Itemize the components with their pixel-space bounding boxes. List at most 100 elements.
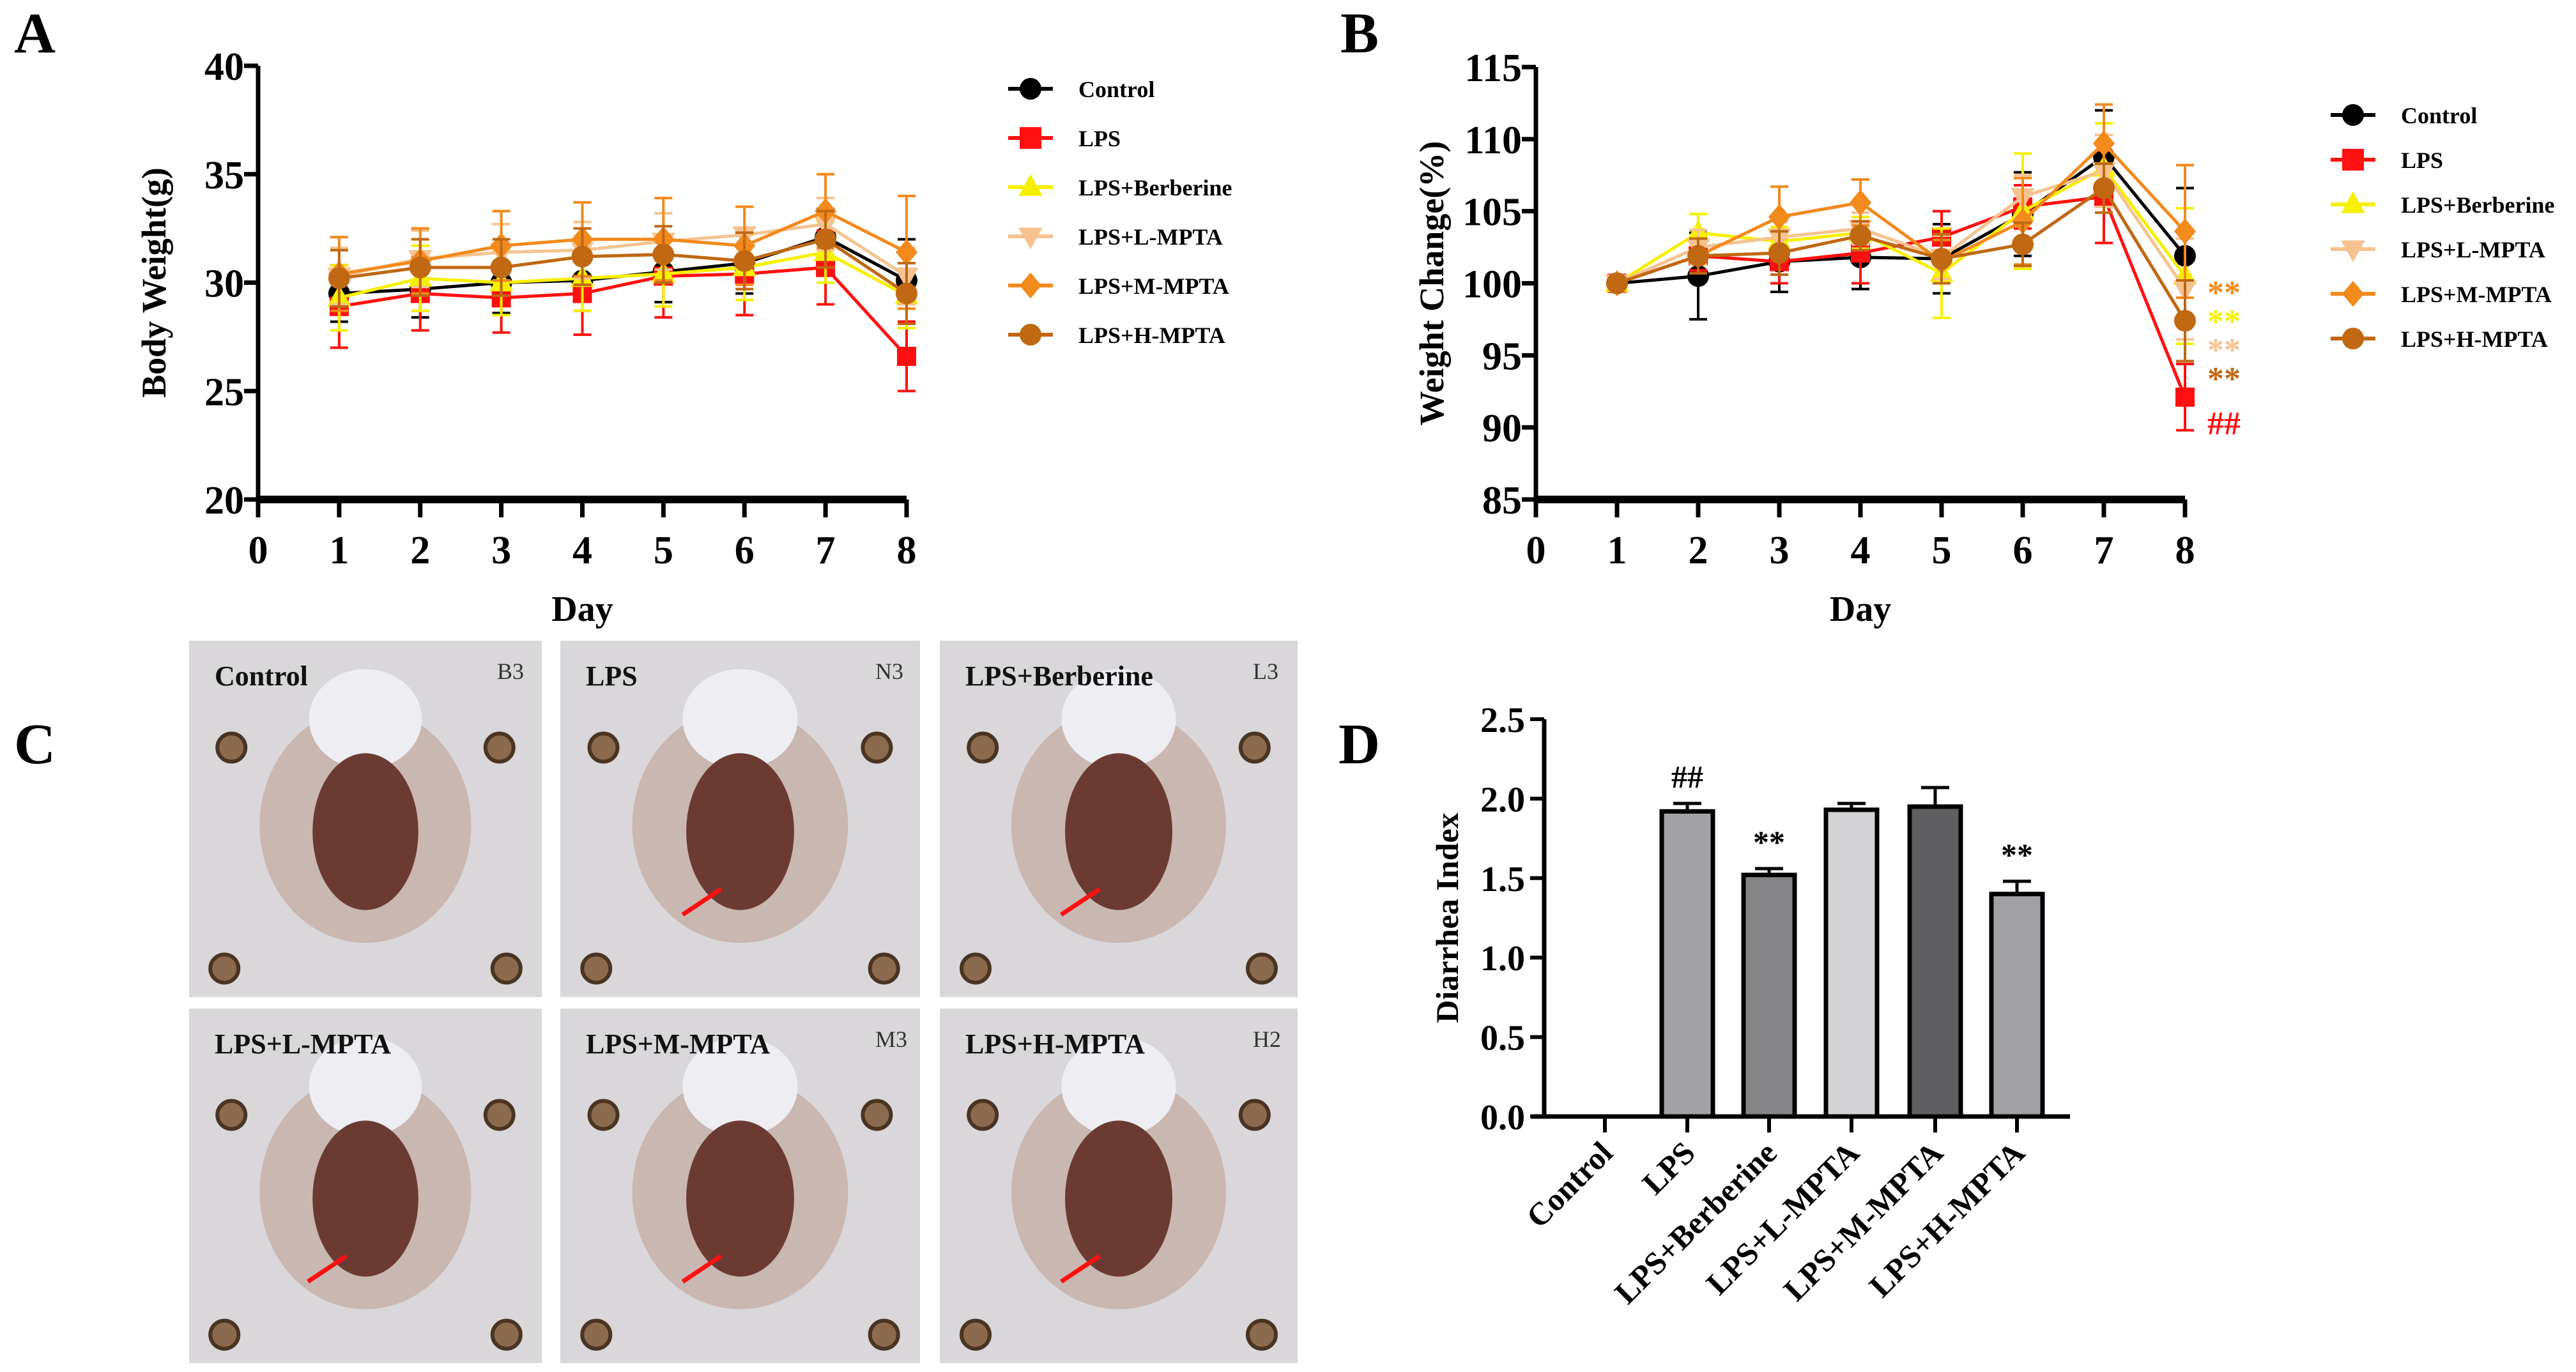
significance-mark: ** — [2207, 303, 2241, 340]
chart-d-diarrhea-index: 0.0 0.5 1.0 1.5 2.0 2.5 Diarrhea Index Control #… — [1429, 701, 2070, 1311]
pin — [490, 1318, 523, 1351]
legend-marker — [1018, 174, 1043, 196]
significance-mark: ## — [2207, 406, 2241, 442]
x-tick-label: 8 — [2175, 529, 2195, 572]
legend-item: Control — [2331, 103, 2477, 128]
series-line — [1616, 154, 2186, 285]
pin — [868, 1318, 900, 1351]
x-tick-label: 7 — [816, 529, 836, 572]
photo-tag: B3 — [497, 659, 524, 684]
data-point — [815, 228, 837, 250]
pin — [1246, 952, 1278, 985]
photo-lps-berberine: LPS+Berberine L3 — [940, 641, 1298, 997]
legend-label: LPS+L-MPTA — [1078, 224, 1223, 250]
legend-label: LPS+Berberine — [1078, 175, 1232, 201]
y-tick-label: 115 — [1464, 47, 1522, 90]
y-tick-label: 0.5 — [1480, 1019, 1525, 1058]
x-tick-label: Control — [1519, 1134, 1620, 1235]
significance-mark: ## — [1671, 759, 1703, 795]
legend-marker — [2342, 280, 2364, 307]
photo-label: LPS — [586, 660, 638, 692]
legend-label: LPS+L-MPTA — [2401, 237, 2545, 263]
y-tick-label: 25 — [204, 370, 244, 414]
data-point — [490, 256, 512, 278]
red-arrow — [681, 887, 723, 917]
bar-lps-m-mpta — [1907, 786, 1963, 1119]
legend-marker — [2341, 191, 2365, 213]
data-point — [2093, 130, 2115, 157]
y-tick-label: 1.0 — [1480, 939, 1525, 979]
data-point — [571, 245, 594, 268]
pin — [861, 1099, 893, 1131]
pin — [215, 731, 248, 764]
x-tick-label: 6 — [2013, 529, 2033, 572]
legend-label: LPS+Berberine — [2401, 192, 2555, 218]
bar — [1907, 804, 1963, 1119]
legend-item: LPS+Berberine — [1008, 174, 1232, 201]
pin — [580, 1318, 613, 1351]
series-line — [339, 250, 908, 300]
photo-lps: LPS N3 — [560, 641, 920, 997]
legend-marker — [2341, 240, 2365, 263]
pin — [1238, 1099, 1271, 1131]
x-tick-label: 5 — [1932, 529, 1952, 572]
y-tick-label: 90 — [1482, 407, 1522, 450]
mouse-head — [1061, 1037, 1176, 1136]
x-tick-label: 3 — [1770, 529, 1790, 572]
mouse-head — [309, 669, 422, 769]
bar-lps-h-mpta — [1989, 880, 2045, 1119]
series-line — [1616, 169, 2187, 290]
pin — [483, 731, 516, 764]
y-tick-label: 35 — [204, 154, 244, 197]
bar-lps-berberine — [1741, 867, 1797, 1119]
x-tick-label: 5 — [654, 529, 673, 572]
legend-item: LPS — [1008, 126, 1121, 151]
data-point — [1931, 248, 1952, 270]
data-point — [1768, 204, 1790, 231]
data-point — [1850, 189, 1871, 216]
panel-label-a: A — [14, 2, 56, 65]
pin — [868, 952, 900, 985]
x-tick-label: 2 — [410, 529, 430, 572]
photo-label: Control — [215, 660, 308, 692]
pin — [967, 1099, 999, 1131]
pin — [960, 1318, 992, 1351]
bar — [1989, 892, 2045, 1119]
pin — [587, 731, 620, 764]
mouse-head — [309, 1037, 422, 1136]
series-line — [339, 237, 908, 295]
legend-label: LPS+H-MPTA — [2401, 326, 2548, 352]
photo-control: Control B3 — [189, 641, 542, 997]
legend-item: LPS — [2331, 148, 2443, 173]
series-lps-h-mpta — [1606, 162, 2196, 363]
photo-tag: H2 — [1253, 1026, 1281, 1052]
pin — [861, 731, 893, 764]
mouse-organs — [1065, 1120, 1172, 1277]
panel-c-photos: Control B3 LPS N3 LPS+Berberine L3 LPS+L-MPTA L… — [189, 641, 1298, 1363]
bar — [1823, 807, 1880, 1119]
photo-lps-l-mpta: LPS+L-MPTA — [189, 1009, 542, 1363]
x-tick-label: 6 — [735, 529, 755, 572]
y-tick-label: 105 — [1462, 191, 1522, 234]
bar — [1741, 873, 1797, 1119]
x-tick-label: 0 — [1526, 529, 1546, 572]
pin — [208, 952, 241, 985]
y-tick-label: 85 — [1482, 479, 1522, 522]
legend-item: LPS+Berberine — [2331, 191, 2555, 218]
y-tick-label: 95 — [1482, 335, 1522, 378]
x-tick-label: 4 — [1851, 529, 1871, 572]
significance-mark: ** — [2001, 837, 2033, 873]
mouse-organs — [1065, 753, 1172, 910]
legend-item: LPS+H-MPTA — [1008, 323, 1225, 348]
chart-a-body-weight: 20 25 30 35 40 0 1 2 3 4 5 6 7 8 Day Body Weight(g) Cont… — [135, 45, 1232, 629]
photo-label: LPS+H-MPTA — [965, 1028, 1145, 1060]
legend-marker — [1020, 127, 1041, 149]
y-tick-label: 110 — [1464, 119, 1522, 162]
legend-marker — [2342, 149, 2364, 171]
y-tick-label: 1.5 — [1480, 860, 1525, 899]
red-arrow — [307, 1254, 348, 1284]
y-tick-label: 40 — [204, 45, 244, 89]
data-point — [2175, 387, 2195, 407]
red-arrow — [1060, 887, 1101, 917]
